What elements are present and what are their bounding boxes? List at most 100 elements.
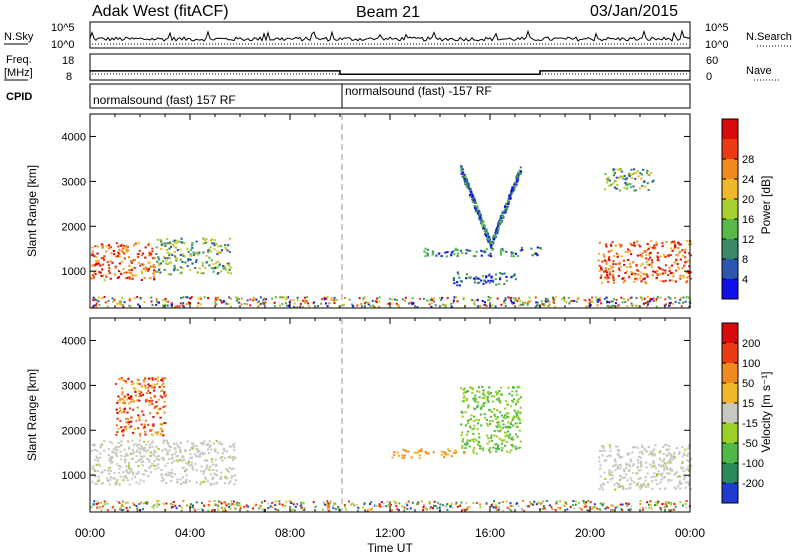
echo-cell xyxy=(488,274,491,277)
echo-cell xyxy=(654,479,658,482)
echo-cell xyxy=(209,246,212,249)
echo-cell xyxy=(163,448,166,451)
echo-cell xyxy=(365,301,368,304)
echo-cell xyxy=(216,266,219,269)
echo-cell xyxy=(112,451,115,454)
echo-cell xyxy=(127,464,130,467)
colorbar-tick-label: 4 xyxy=(742,274,748,286)
echo-cell xyxy=(542,303,545,306)
echo-cell xyxy=(296,296,299,299)
echo-cell xyxy=(191,506,194,509)
echo-cell xyxy=(669,458,672,461)
echo-cell xyxy=(595,299,598,301)
echo-cell xyxy=(179,449,182,452)
echo-cell xyxy=(133,258,136,261)
echo-cell xyxy=(141,473,145,476)
echo-cell xyxy=(214,267,217,269)
echo-cell xyxy=(610,305,613,308)
echo-cell xyxy=(146,458,149,460)
echo-cell xyxy=(613,172,617,174)
echo-cell xyxy=(475,501,478,504)
echo-cell xyxy=(179,258,182,261)
echo-cell xyxy=(287,296,290,299)
echo-cell xyxy=(155,405,159,407)
echo-cell xyxy=(639,477,642,480)
echo-cell xyxy=(262,298,265,301)
echo-cell xyxy=(107,454,110,457)
echo-cell xyxy=(513,415,516,418)
echo-cell xyxy=(160,480,163,483)
echo-cell xyxy=(217,508,220,511)
echo-cell xyxy=(197,455,200,458)
echo-cell xyxy=(138,452,141,455)
time-axis-label: Time UT xyxy=(367,541,413,554)
echo-cell xyxy=(164,242,167,245)
echo-cell xyxy=(167,242,170,245)
echo-cell xyxy=(548,305,551,307)
echo-cell xyxy=(211,242,214,245)
echo-cell xyxy=(661,245,664,248)
echo-cell xyxy=(136,253,139,256)
echo-cell xyxy=(506,441,509,443)
echo-cell xyxy=(608,301,611,304)
echo-cell xyxy=(610,504,613,507)
echo-cell xyxy=(312,501,315,504)
echo-cell xyxy=(163,439,166,442)
echo-cell xyxy=(188,480,191,483)
echo-cell xyxy=(292,503,295,506)
echo-cell xyxy=(406,504,409,507)
echo-cell xyxy=(461,440,464,443)
echo-cell xyxy=(160,248,163,251)
echo-cell xyxy=(221,459,224,462)
echo-cell xyxy=(149,391,152,394)
echo-cell xyxy=(202,237,205,240)
echo-cell xyxy=(136,507,139,510)
echo-cell xyxy=(283,296,285,299)
echo-cell xyxy=(527,301,530,304)
echo-cell xyxy=(661,242,664,245)
echo-cell xyxy=(445,505,448,508)
echo-cell xyxy=(320,298,323,301)
echo-cell xyxy=(450,251,453,254)
echo-cell xyxy=(132,431,135,434)
echo-cell xyxy=(605,181,609,184)
echo-cell xyxy=(163,411,166,414)
echo-cell xyxy=(101,297,104,300)
echo-cell xyxy=(140,501,143,504)
echo-cell xyxy=(559,508,562,511)
echo-cell xyxy=(664,271,667,274)
echo-cell xyxy=(227,264,230,267)
echo-cell xyxy=(113,477,116,480)
echo-cell xyxy=(189,268,192,271)
echo-cell xyxy=(452,278,455,280)
echo-cell xyxy=(332,502,335,505)
echo-cell xyxy=(608,273,611,276)
echo-cell xyxy=(136,406,139,409)
echo-cell xyxy=(674,296,676,299)
echo-cell xyxy=(203,452,206,455)
echo-cell xyxy=(664,503,667,506)
echo-cell xyxy=(120,458,123,461)
echo-cell xyxy=(446,297,449,300)
echo-cell xyxy=(510,444,513,446)
echo-cell xyxy=(465,502,468,505)
echo-cell xyxy=(493,413,496,416)
echo-cell xyxy=(427,452,430,455)
echo-cell xyxy=(334,508,337,511)
echo-cell xyxy=(226,271,230,274)
echo-cell xyxy=(179,442,182,444)
echo-cell xyxy=(203,440,206,443)
echo-cell xyxy=(180,483,183,486)
echo-cell xyxy=(615,298,618,301)
echo-cell xyxy=(440,453,443,456)
echo-cell xyxy=(128,420,131,423)
echo-cell xyxy=(663,469,666,472)
echo-cell xyxy=(157,256,160,259)
echo-cell xyxy=(228,268,231,271)
echo-cell xyxy=(473,447,476,449)
echo-cell xyxy=(620,255,623,258)
echo-cell xyxy=(185,481,188,484)
echo-cell xyxy=(404,299,407,302)
echo-cell xyxy=(607,454,610,457)
echo-cell xyxy=(263,297,266,300)
